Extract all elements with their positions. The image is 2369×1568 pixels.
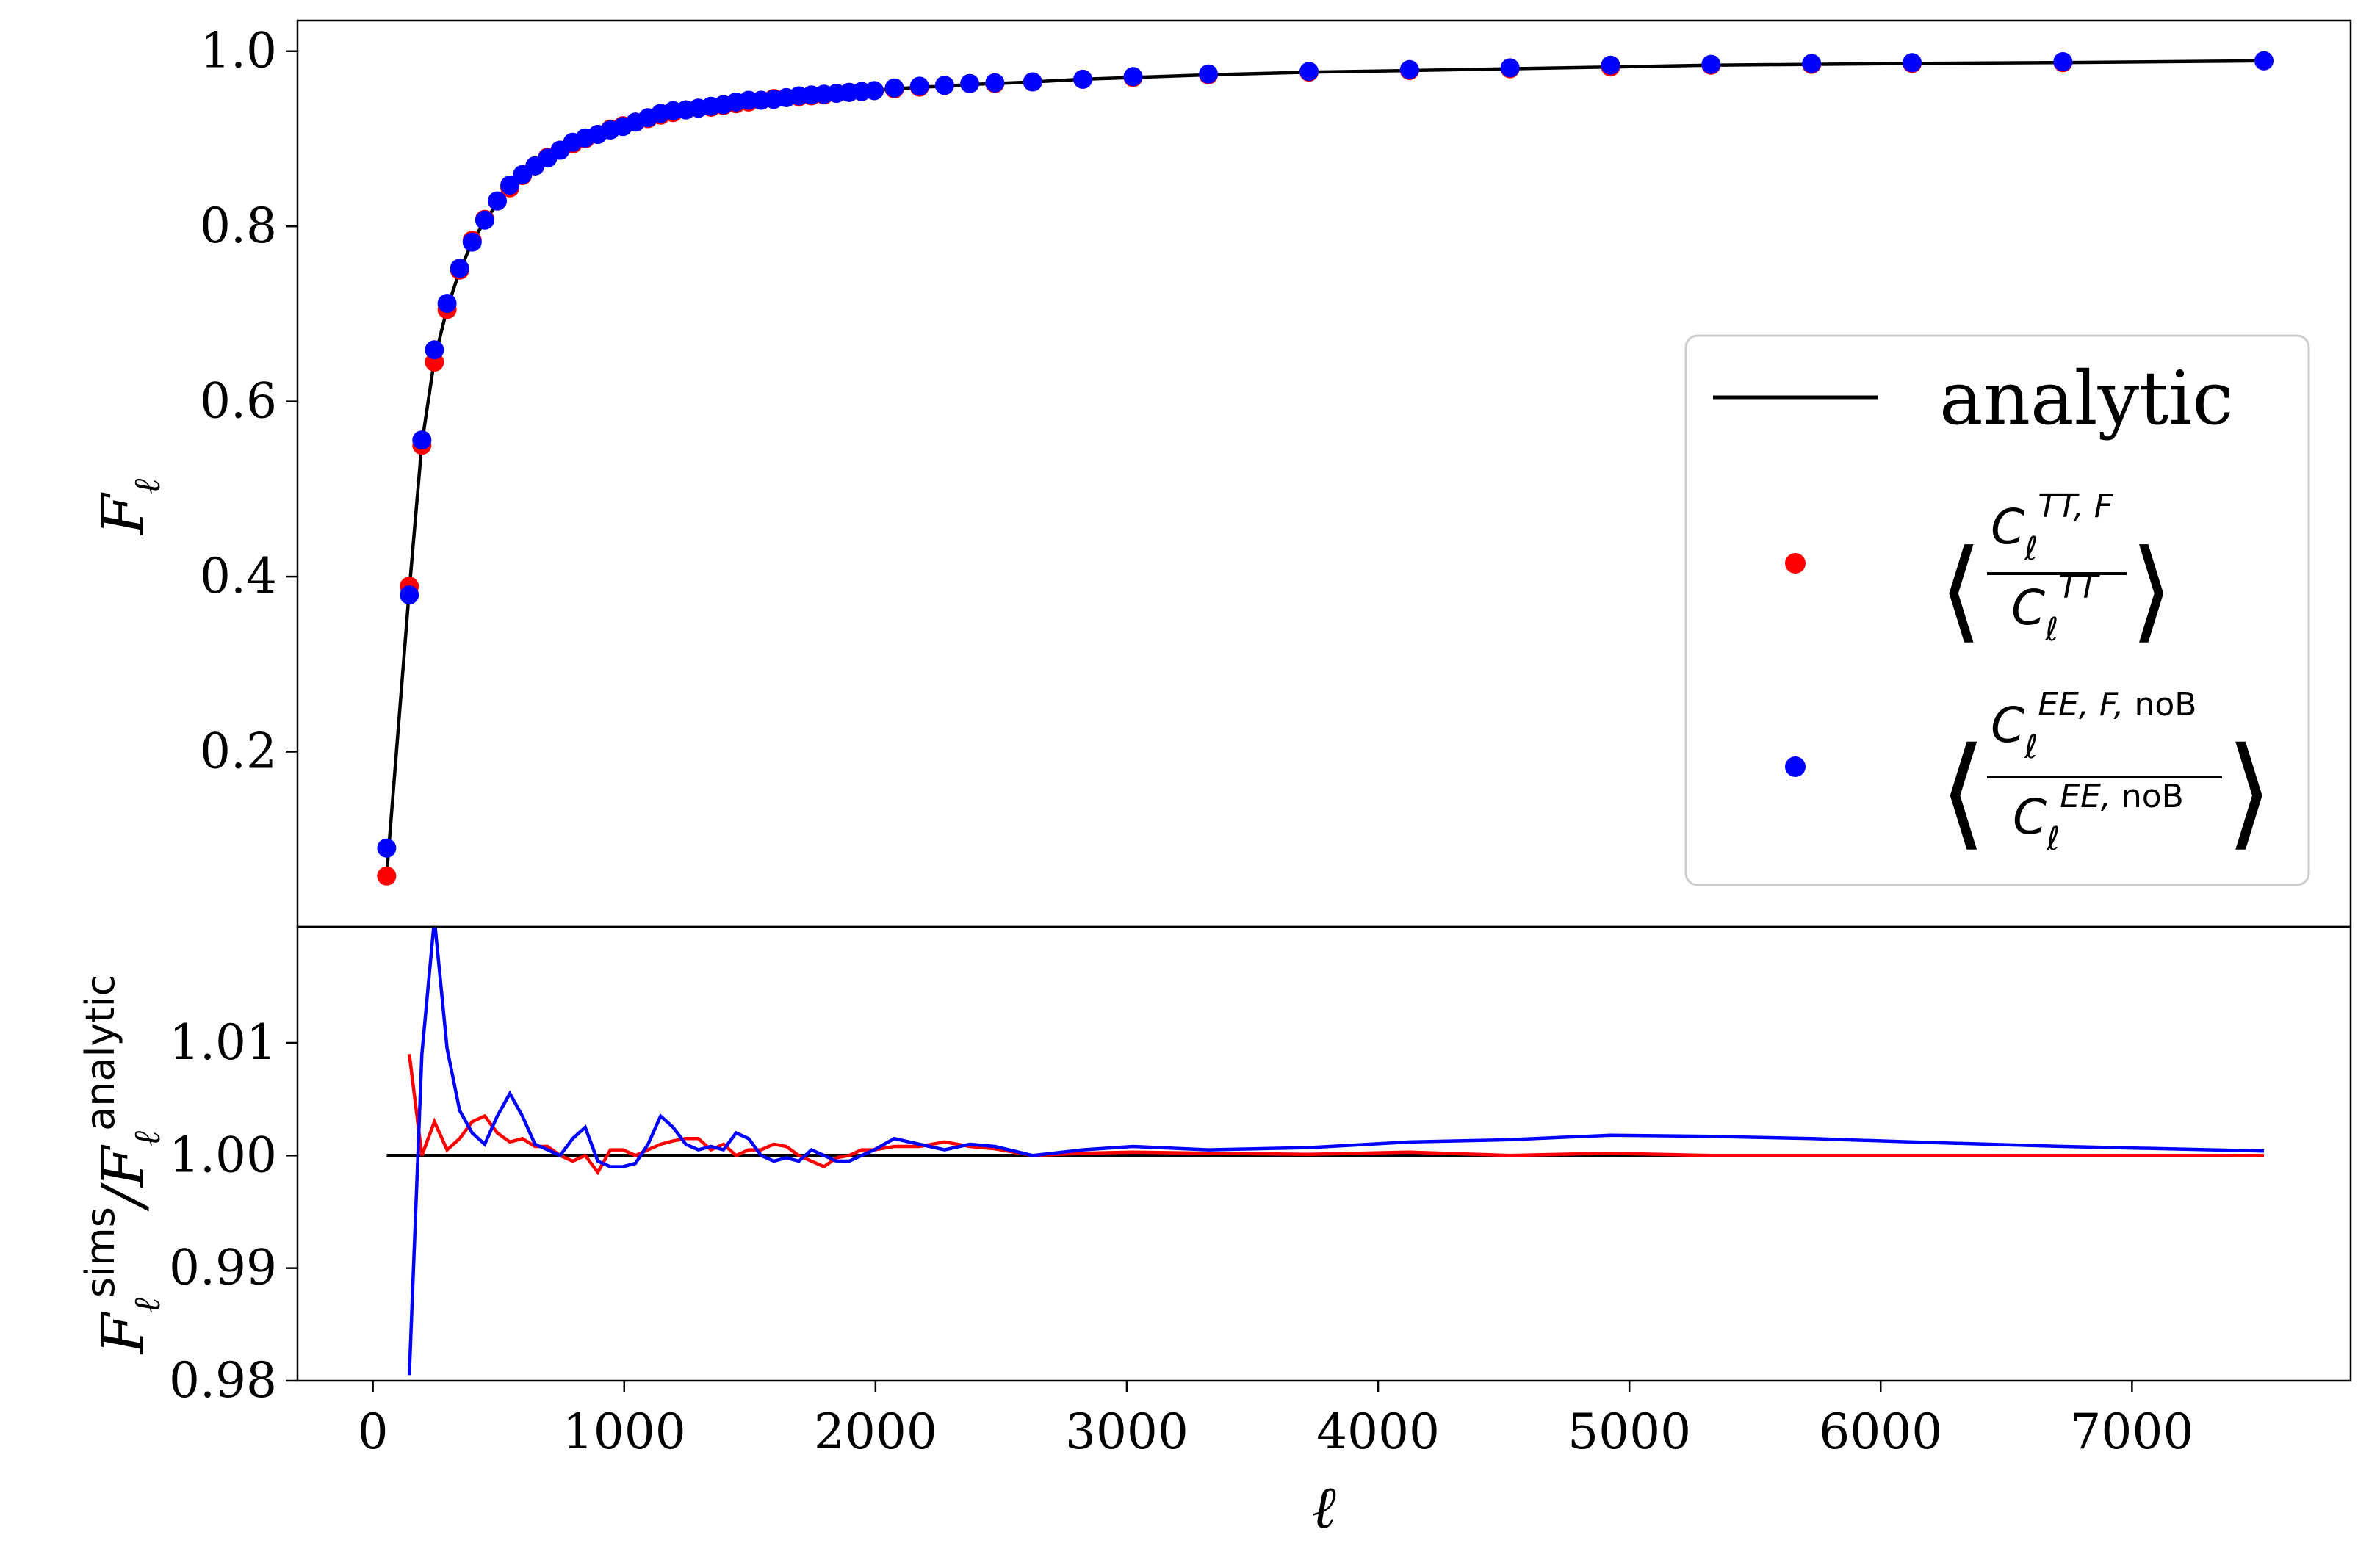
top-series-2-point [960,73,980,93]
bottom-xtick-label: 1000 [563,1403,686,1460]
top-series-2-point [2254,51,2274,71]
top-series-2-point [425,340,444,360]
bottom-series-2-line [407,927,2265,1376]
bottom-ytick-label: 1.01 [169,1014,277,1071]
top-series-2-point [1500,58,1520,78]
legend-tt-marker [1785,553,1806,574]
svg-text:⟨: ⟨ [1939,721,1986,862]
top-series-2-point [1199,64,1219,84]
legend-analytic-label: analytic [1939,355,2233,441]
top-series-2-point [500,176,520,195]
top-ytick-label: 0.6 [200,373,277,430]
top-series-2-point [488,191,507,211]
bottom-axes-frame [296,925,2352,1382]
bottom-xtick-label: 4000 [1316,1403,1440,1460]
top-series-2-point [1023,72,1042,92]
bottom-xtick-label: 7000 [2070,1403,2193,1460]
bottom-y-axis-label: Fℓsims/Fℓanalytic [77,975,168,1356]
bottom-ytick-label: 0.98 [169,1352,277,1409]
top-series-2-point [1299,62,1319,82]
top-series-2-point [985,73,1005,93]
x-axis-label: ℓ [1311,1473,1335,1542]
top-series-1-point [377,866,397,886]
top-ytick-label: 0.8 [200,198,277,254]
top-series-2-point [934,76,954,95]
top-series-2-point [865,81,884,101]
svg-text:⟨: ⟨ [1939,527,1983,654]
top-y-axis-label: Fℓ [89,479,168,537]
top-series-2-point [1701,54,1721,74]
top-series-2-point [450,259,469,278]
top-series-2-point [1123,67,1143,87]
top-series-2-point [462,232,482,252]
bottom-panel: 0.98 0.99 1.00 1.01 0 1000 2000 3000 4000 5000 60… [169,925,2352,1460]
top-series-2-point [437,294,457,314]
top-series-2-point [1601,55,1620,75]
top-series-2-point [1802,54,1822,73]
top-series-2-point [377,838,397,858]
bottom-xtick-label: 6000 [1819,1403,1942,1460]
top-panel: 0.2 0.4 0.6 0.8 1.0 [200,19,2352,928]
bottom-ytick-label: 1.00 [169,1127,277,1183]
top-ytick-label: 0.4 [200,548,277,604]
top-series-2-point [909,76,929,96]
bottom-xtick-label: 0 [358,1403,389,1460]
top-ytick-label: 0.2 [200,723,277,780]
top-series-2-point [1903,53,1922,73]
top-series-2-point [412,430,432,450]
bottom-ytick-label: 0.99 [169,1240,277,1296]
bottom-xtick-label: 3000 [1065,1403,1189,1460]
top-series-2-point [1073,69,1093,89]
legend-ee-marker [1785,756,1806,777]
top-ytick-label: 1.0 [200,23,277,79]
legend-box [1684,334,2310,886]
top-series-2-point [475,210,494,230]
bottom-xtick-label: 5000 [1568,1403,1691,1460]
bottom-series-1-line [407,1054,2264,1176]
top-series-2-point [2053,52,2073,71]
legend: analytic ⟨ CℓTT, F CℓTT ⟩ ⟨ CℓEE, F, noB… [1684,334,2310,886]
top-series-2-point [400,585,419,605]
svg-text:⟩: ⟩ [2226,721,2273,862]
top-series-2-point [1399,59,1419,79]
top-series-2-point [884,78,904,98]
svg-text:⟩: ⟩ [2130,527,2174,654]
bottom-xtick-label: 2000 [814,1403,937,1460]
